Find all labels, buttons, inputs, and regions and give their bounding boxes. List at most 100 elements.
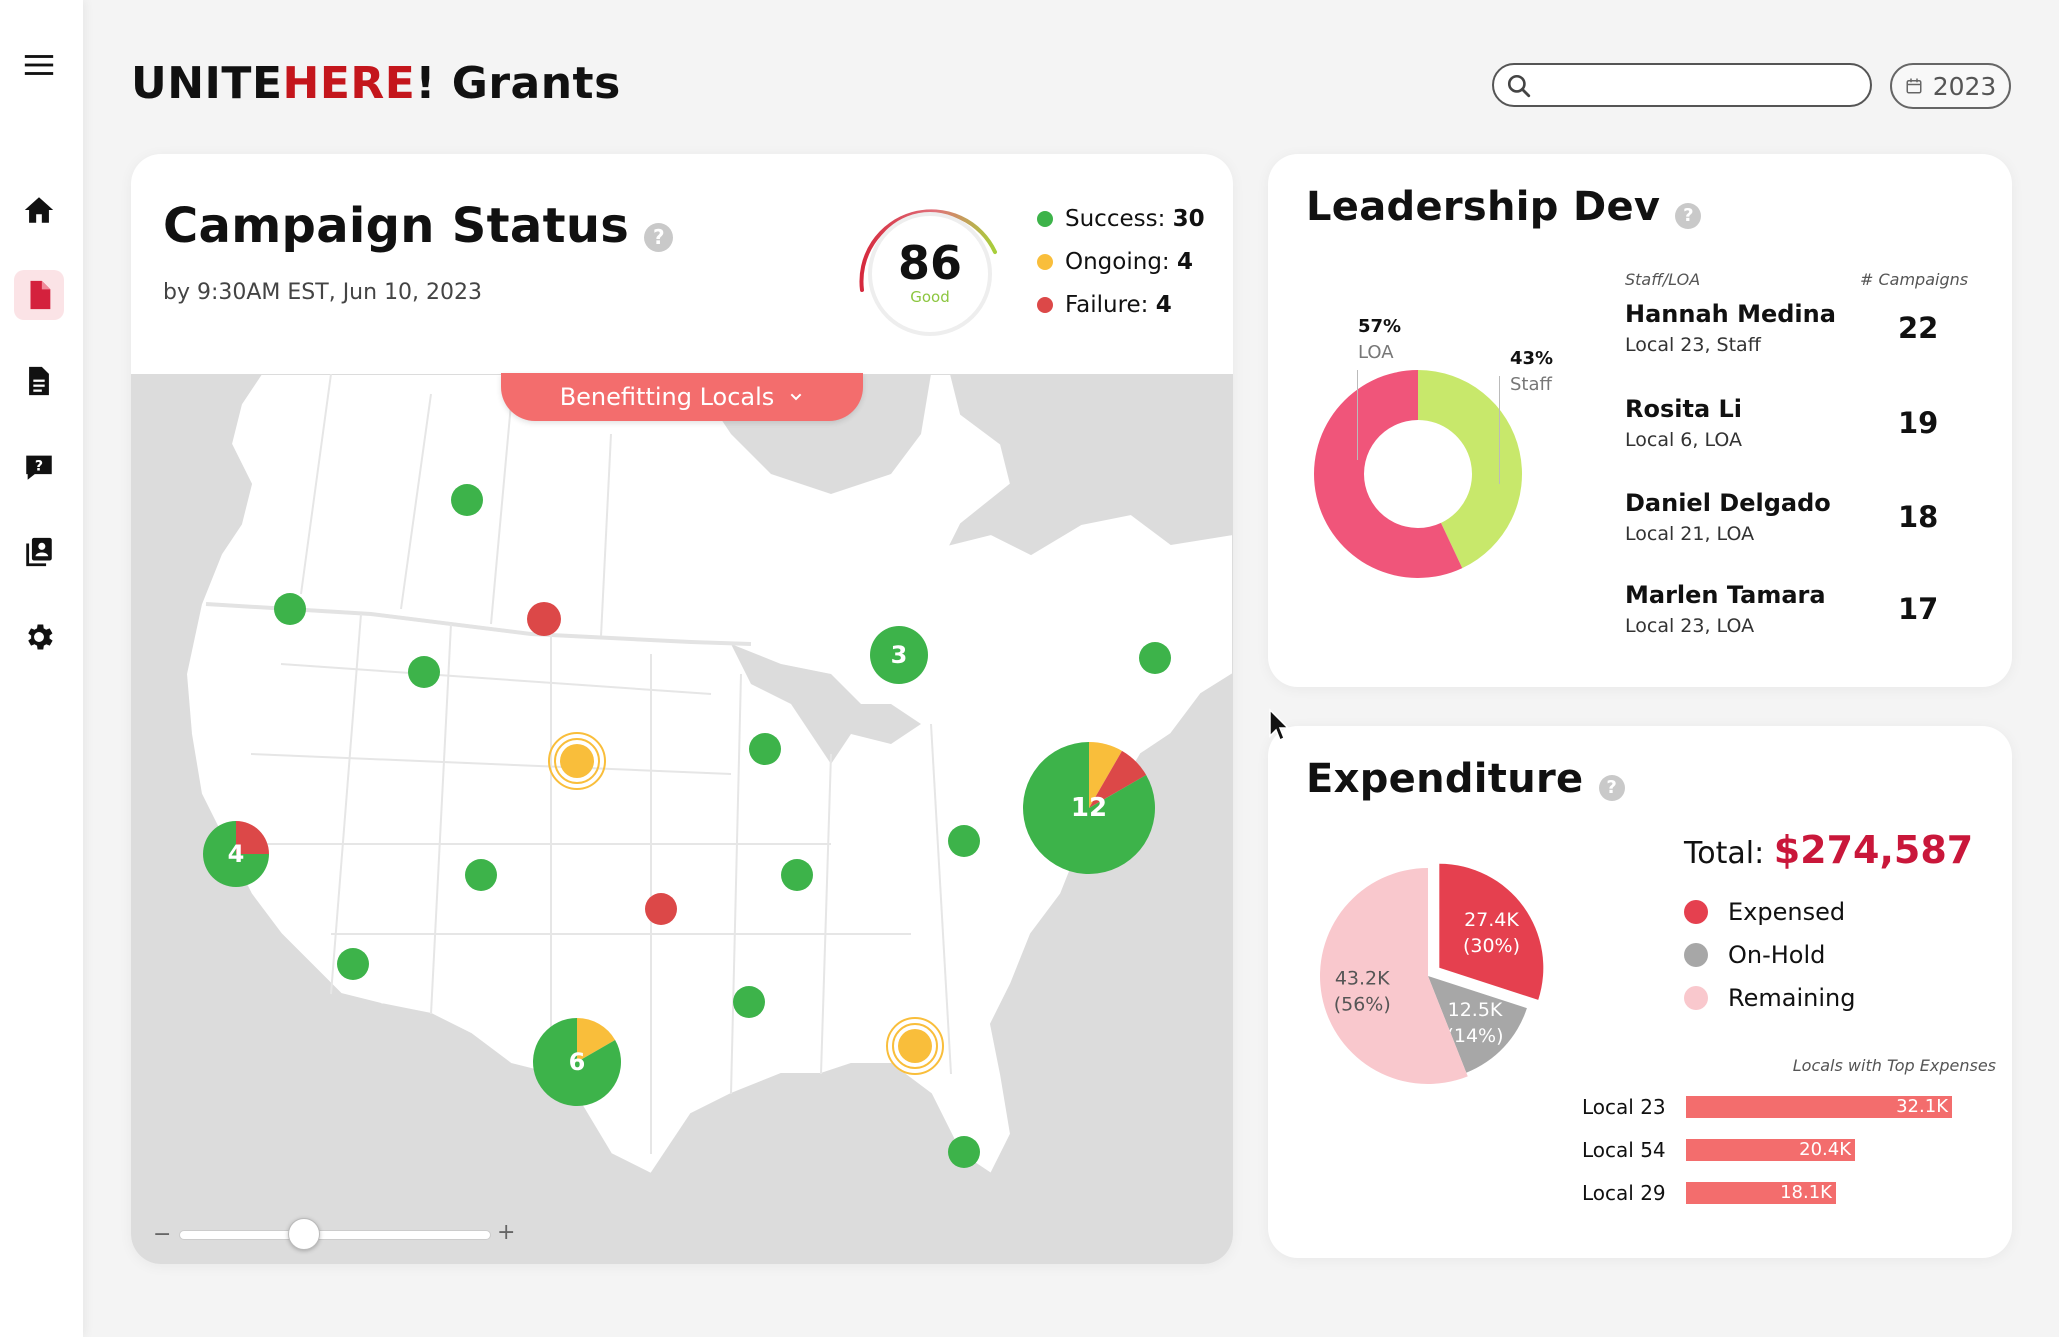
campaign-title: Campaign Status [163, 198, 630, 254]
brand-part-3: ! Grants [415, 58, 621, 109]
map-marker-failure[interactable] [645, 893, 677, 925]
map-cluster[interactable]: 3 [870, 626, 928, 684]
map-cluster[interactable]: 12 [1022, 742, 1155, 875]
cluster-wedge-ongoing [577, 1018, 616, 1062]
map-marker-ongoing[interactable] [886, 1017, 944, 1075]
success-dot [1037, 211, 1053, 227]
year-label: 2023 [1932, 71, 1997, 101]
map-marker-success[interactable] [749, 733, 781, 765]
home-icon [24, 197, 54, 223]
cluster-wedge-success [870, 626, 928, 684]
donut-segment-staff[interactable] [1418, 370, 1523, 569]
map-marker-success[interactable] [408, 656, 440, 688]
ongoing-count: 4 [1176, 249, 1193, 275]
sidebar-item-contacts[interactable] [14, 527, 64, 577]
cluster-count: 6 [569, 1048, 586, 1076]
cluster-count: 3 [891, 641, 908, 669]
gear-icon [28, 624, 53, 650]
staff-leader-line [1499, 376, 1500, 484]
leader-row[interactable]: Daniel Delgado Local 21, LOA [1625, 489, 1831, 545]
menu-button[interactable] [14, 40, 64, 90]
expenditure-title: Expenditure [1306, 756, 1584, 802]
leader-name: Marlen Tamara [1625, 581, 1826, 609]
sidebar-item-home[interactable] [14, 185, 64, 235]
search-input[interactable] [1546, 71, 1860, 101]
legend-expensed: Expensed [1684, 898, 1845, 926]
on-hold-label: On-Hold [1728, 941, 1826, 969]
ongoing-label: Ongoing: [1065, 249, 1170, 275]
zoom-slider-track[interactable] [179, 1230, 491, 1240]
pie-value-label: 12.5K [1448, 999, 1503, 1021]
zoom-out-button[interactable]: − [153, 1222, 172, 1247]
cluster-wedge-success [532, 1018, 621, 1106]
top-local-bar[interactable]: 18.1K [1686, 1182, 1836, 1204]
leader-sub: Local 23, LOA [1625, 615, 1755, 637]
leader-count: 19 [1898, 406, 1939, 440]
failure-dot [1037, 297, 1053, 313]
map-marker-success[interactable] [1139, 642, 1171, 674]
failure-count: 4 [1155, 292, 1172, 318]
total-row: Total: $274,587 [1684, 828, 1973, 872]
sidebar-item-reports[interactable] [14, 356, 64, 406]
year-picker-button[interactable]: 2023 [1890, 63, 2011, 109]
leader-row[interactable]: Rosita Li Local 6, LOA [1625, 395, 1742, 451]
map-marker-success[interactable] [948, 825, 980, 857]
sidebar-item-settings[interactable] [14, 612, 64, 662]
pie-percent-label: (30%) [1463, 935, 1520, 957]
expenditure-card: Expenditure ? 27.4K (30%) 12.5K (14%) 43.2K (… [1268, 726, 2012, 1258]
remaining-dot [1684, 986, 1708, 1010]
pie-slice-remaining[interactable] [1320, 868, 1468, 1084]
search-box[interactable] [1492, 63, 1872, 107]
failure-label: Failure: [1065, 292, 1149, 318]
pie-value-label: 27.4K [1464, 909, 1519, 931]
map-cluster[interactable]: 6 [532, 1018, 621, 1106]
calendar-icon [1906, 78, 1922, 94]
cluster-count: 4 [228, 840, 245, 868]
benefitting-locals-dropdown[interactable]: Benefitting Locals [501, 373, 863, 421]
sidebar-item-grants[interactable] [14, 270, 64, 320]
ongoing-dot [1037, 254, 1053, 270]
legend-ongoing: Ongoing: 4 [1037, 249, 1193, 275]
svg-text:?: ? [35, 459, 43, 475]
top-local-bar[interactable]: 20.4K [1686, 1139, 1856, 1161]
map-marker-success[interactable] [781, 859, 813, 891]
campaign-help-icon[interactable]: ? [644, 223, 674, 252]
donut-segment-loa[interactable] [1314, 370, 1463, 578]
leadership-help-icon[interactable]: ? [1675, 202, 1702, 229]
document-icon [30, 280, 51, 310]
campaign-subtitle: by 9:30AM EST, Jun 10, 2023 [163, 280, 483, 305]
leader-name: Hannah Medina [1625, 300, 1836, 328]
leadership-dev-card: Leadership Dev ? 57% LOA 43% Staff Staff… [1268, 154, 2012, 687]
score-value: 86 [897, 236, 962, 290]
top-local-name: Local 29 [1582, 1181, 1666, 1205]
map-marker-success[interactable] [337, 948, 369, 980]
leader-row[interactable]: Hannah Medina Local 23, Staff [1625, 300, 1836, 356]
map-marker-success[interactable] [948, 1136, 980, 1168]
contacts-book-icon [26, 537, 52, 567]
leader-count: 18 [1898, 500, 1939, 534]
map-area[interactable]: 3 12 4 6 − + [131, 374, 1233, 1264]
leader-sub: Local 6, LOA [1625, 429, 1742, 451]
leader-name: Rosita Li [1625, 395, 1743, 423]
leadership-donut-chart [1314, 370, 1523, 578]
file-text-icon [29, 366, 49, 396]
top-local-bar[interactable]: 32.1K [1686, 1096, 1952, 1118]
expenditure-help-icon[interactable]: ? [1598, 774, 1625, 801]
zoom-slider-thumb[interactable] [288, 1218, 320, 1250]
remaining-label: Remaining [1728, 984, 1856, 1012]
map-cluster[interactable]: 4 [203, 821, 269, 887]
pie-slice-expensed[interactable] [1439, 863, 1544, 1000]
map-marker-success[interactable] [733, 986, 765, 1018]
map-marker-failure[interactable] [527, 602, 561, 636]
map-marker-success[interactable] [451, 484, 483, 516]
loa-label: LOA [1358, 342, 1394, 363]
hamburger-icon [24, 55, 54, 75]
map-marker-success[interactable] [465, 859, 497, 891]
leader-row[interactable]: Marlen Tamara Local 23, LOA [1625, 581, 1826, 637]
map-marker-ongoing[interactable] [548, 732, 606, 790]
pie-slice-on-hold[interactable] [1428, 976, 1527, 1073]
cluster-wedge-failure [236, 821, 269, 854]
map-marker-success[interactable] [274, 593, 306, 625]
zoom-in-button[interactable]: + [497, 1220, 516, 1245]
sidebar-item-help[interactable]: ? [14, 442, 64, 492]
